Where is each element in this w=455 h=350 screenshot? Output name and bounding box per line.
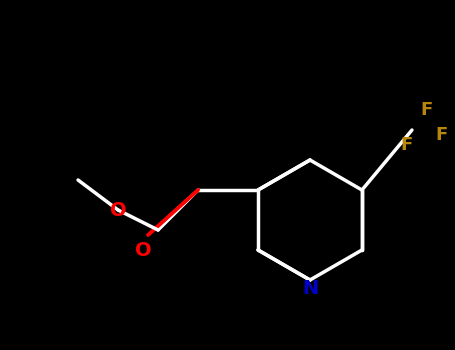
- Text: F: F: [421, 101, 433, 119]
- Text: O: O: [110, 201, 126, 219]
- Text: N: N: [302, 279, 318, 298]
- Text: F: F: [436, 126, 448, 144]
- Text: O: O: [135, 240, 152, 259]
- Text: F: F: [401, 136, 413, 154]
